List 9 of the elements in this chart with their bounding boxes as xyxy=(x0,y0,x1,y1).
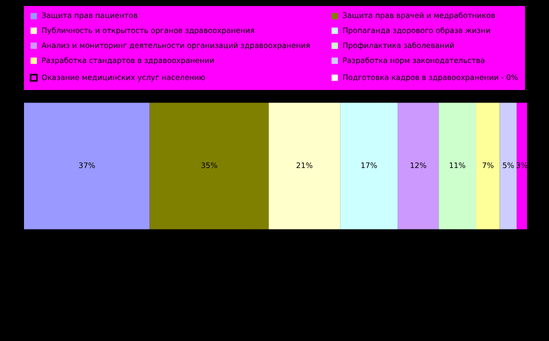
bar xyxy=(268,102,340,230)
bar xyxy=(398,102,439,230)
bar xyxy=(438,102,476,230)
bar xyxy=(516,102,527,230)
bar xyxy=(24,102,150,230)
bar xyxy=(150,102,269,230)
bar xyxy=(340,102,398,230)
bar xyxy=(500,102,517,230)
bar xyxy=(476,102,500,230)
